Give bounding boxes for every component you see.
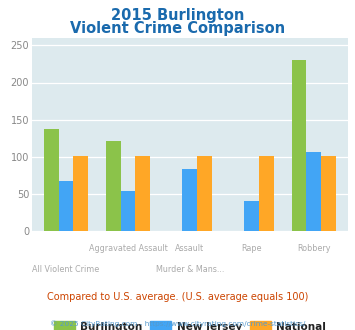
Bar <box>291 60 306 231</box>
Legend: Burlington, New Jersey, National: Burlington, New Jersey, National <box>50 317 330 330</box>
Bar <box>121 191 135 231</box>
Bar <box>197 156 212 231</box>
Bar <box>73 156 88 231</box>
Text: Assault: Assault <box>175 244 204 252</box>
Bar <box>245 201 259 231</box>
Text: 2015 Burlington: 2015 Burlington <box>111 8 244 23</box>
Bar <box>106 141 121 231</box>
Text: Rape: Rape <box>242 244 262 252</box>
Text: Compared to U.S. average. (U.S. average equals 100): Compared to U.S. average. (U.S. average … <box>47 292 308 302</box>
Text: Aggravated Assault: Aggravated Assault <box>89 244 167 252</box>
Text: Murder & Mans...: Murder & Mans... <box>156 265 224 274</box>
Bar <box>182 169 197 231</box>
Text: Robbery: Robbery <box>297 244 331 252</box>
Bar <box>59 181 73 231</box>
Bar <box>44 129 59 231</box>
Text: Violent Crime Comparison: Violent Crime Comparison <box>70 21 285 36</box>
Bar <box>321 156 336 231</box>
Bar <box>259 156 274 231</box>
Text: © 2025 CityRating.com - https://www.cityrating.com/crime-statistics/: © 2025 CityRating.com - https://www.city… <box>50 321 305 327</box>
Text: All Violent Crime: All Violent Crime <box>32 265 100 274</box>
Bar <box>135 156 150 231</box>
Bar <box>306 152 321 231</box>
